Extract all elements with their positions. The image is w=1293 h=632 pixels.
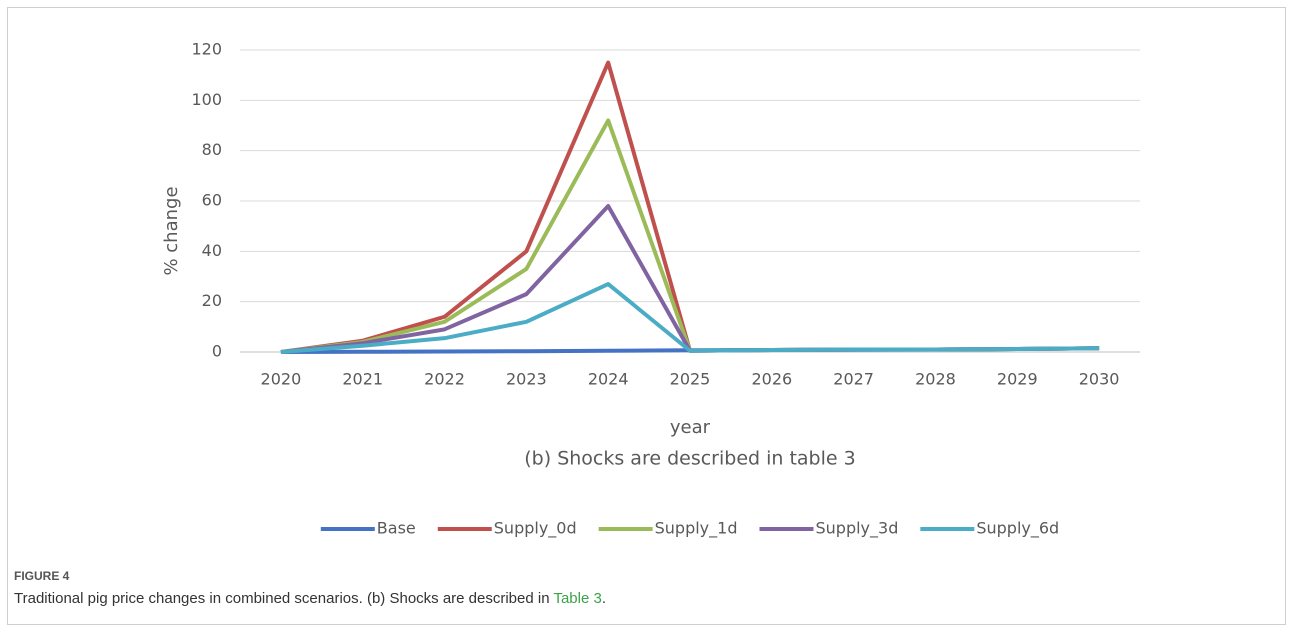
legend-label: Base <box>377 519 416 538</box>
series-line <box>280 60 1100 354</box>
y-axis-label: % change <box>161 186 182 275</box>
x-tick-label: 2022 <box>424 370 465 389</box>
x-tick-label: 2029 <box>997 370 1038 389</box>
legend-label: Supply_0d <box>494 519 577 539</box>
x-tick-label: 2024 <box>588 370 629 389</box>
x-tick-label: 2027 <box>833 370 874 389</box>
x-tick-label: 2021 <box>342 370 383 389</box>
x-axis-label: year <box>670 417 711 438</box>
x-tick-label: 2028 <box>915 370 956 389</box>
series-line <box>280 118 1100 354</box>
y-tick-label: 100 <box>191 90 222 109</box>
y-tick-label: 80 <box>202 140 222 159</box>
y-tick-label: 20 <box>202 291 222 310</box>
legend-label: Supply_6d <box>976 519 1059 539</box>
x-tick-label: 2026 <box>751 370 792 389</box>
caption-end: . <box>602 590 606 607</box>
legend-label: Supply_3d <box>815 519 898 539</box>
caption-link[interactable]: Table 3 <box>553 590 601 607</box>
y-tick-label: 0 <box>212 342 222 361</box>
x-tick-label: 2020 <box>261 370 302 389</box>
legend-label: Supply_1d <box>655 519 738 539</box>
caption-text: Traditional pig price changes in combine… <box>14 590 553 607</box>
x-tick-label: 2025 <box>670 370 711 389</box>
y-tick-label: 120 <box>191 40 222 59</box>
y-tick-label: 60 <box>202 191 222 210</box>
frame <box>7 7 1286 625</box>
chart-subtitle: (b) Shocks are described in table 3 <box>524 448 855 470</box>
y-tick-label: 40 <box>202 241 222 260</box>
series-line <box>280 282 1100 354</box>
x-tick-label: 2030 <box>1079 370 1120 389</box>
caption-label: FIGURE 4 <box>14 569 70 583</box>
caption: Traditional pig price changes in combine… <box>14 590 606 607</box>
x-tick-label: 2023 <box>506 370 547 389</box>
